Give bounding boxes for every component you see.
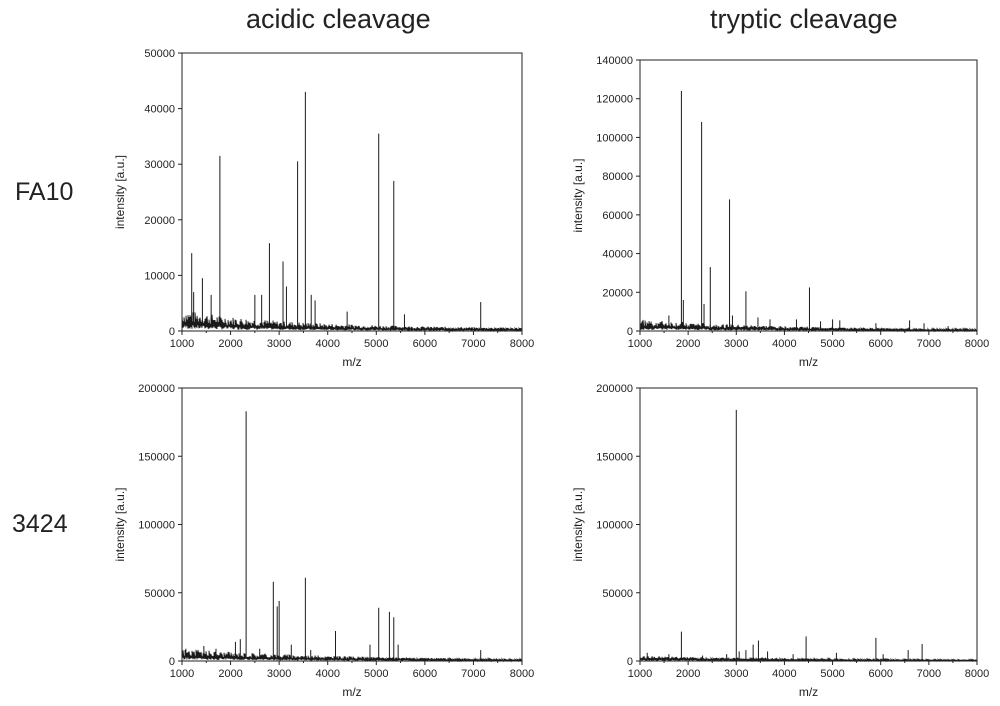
y-tick-label: 100000 [596,132,633,144]
x-tick-label: 3000 [724,338,748,350]
x-tick-label: 6000 [868,668,892,680]
plot-frame [181,52,523,332]
y-tick-label: 120000 [596,94,633,106]
y-tick-label: 50000 [144,588,175,600]
x-tick-label: 5000 [364,338,388,350]
y-tick-label: 20000 [144,215,175,227]
chart-3424-acidic: 1000 2000 3000 4000 5000 6000 7000 8000 0 50000 10… [113,383,534,699]
chart-fa10-tryptic: 1000 2000 3000 4000 5000 6000 7000 800002000040… [571,55,989,369]
y-tick-label: 0 [169,656,175,668]
y-tick-label: 0 [169,326,175,338]
y-tick-label: 60000 [602,210,633,222]
y-tick-label: 10000 [144,270,175,282]
x-tick-label: 2000 [676,338,700,350]
x-tick-label: 1000 [170,668,194,680]
x-tick-label: 6000 [868,338,892,350]
row-label-fa10: FA10 [15,178,74,206]
x-tick-label: 2000 [218,668,242,680]
y-axis-label: intensity [a.u.] [571,158,585,232]
x-axis-label: m/z [342,685,361,699]
x-tick-label: 7000 [461,338,485,350]
x-tick-label: 2000 [218,338,242,350]
plot-frame [181,387,523,662]
row-label-3424: 3424 [12,510,68,538]
x-tick-label: 8000 [965,668,989,680]
baseline-trace [639,319,978,333]
x-tick-label: 3000 [724,668,748,680]
x-tick-label: 8000 [510,338,534,350]
x-tick-label: 4000 [315,668,339,680]
x-tick-label: 8000 [510,668,534,680]
y-tick-label: 0 [627,656,633,668]
x-tick-label: 4000 [772,668,796,680]
chart-fa10-acidic: 1000 2000 3000 4000 5000 6000 7000 8000 0 10000 20… [113,48,534,369]
x-tick-label: 7000 [461,668,485,680]
y-tick-label: 140000 [596,55,633,67]
baseline-trace [639,656,978,663]
baseline-trace [181,312,523,333]
x-axis-label: m/z [799,685,818,699]
x-tick-label: 1000 [170,338,194,350]
x-axis-label: m/z [342,355,361,369]
chart-3424-tryptic: 1000 2000 3000 4000 5000 6000 7000 8000 0 50000 10… [571,383,989,699]
baseline-trace [181,649,523,663]
x-tick-label: 6000 [413,668,437,680]
x-tick-label: 8000 [965,338,989,350]
y-tick-label: 150000 [138,451,175,463]
x-tick-label: 1000 [628,338,652,350]
y-tick-label: 30000 [144,159,175,171]
y-axis-label: intensity [a.u.] [113,487,127,561]
plot-frame [639,387,978,662]
y-tick-label: 200000 [596,383,633,395]
y-tick-label: 0 [627,326,633,338]
x-tick-label: 5000 [820,668,844,680]
x-tick-label: 4000 [315,338,339,350]
y-axis-label: intensity [a.u.] [571,487,585,561]
x-tick-label: 5000 [364,668,388,680]
x-tick-label: 7000 [917,338,941,350]
x-tick-label: 6000 [413,338,437,350]
x-tick-label: 3000 [267,338,291,350]
x-tick-label: 5000 [820,338,844,350]
y-axis-label: intensity [a.u.] [113,155,127,229]
y-tick-label: 100000 [596,520,633,532]
y-tick-label: 150000 [596,451,633,463]
y-tick-label: 40000 [144,104,175,116]
y-tick-label: 20000 [602,287,633,299]
y-tick-label: 50000 [602,588,633,600]
y-tick-label: 50000 [144,48,175,60]
y-tick-label: 80000 [602,171,633,183]
x-tick-label: 3000 [267,668,291,680]
y-tick-label: 100000 [138,520,175,532]
x-tick-label: 1000 [628,668,652,680]
x-tick-label: 7000 [917,668,941,680]
column-title-acidic: acidic cleavage [246,4,431,34]
y-tick-label: 200000 [138,383,175,395]
y-tick-label: 40000 [602,249,633,261]
x-axis-label: m/z [799,355,818,369]
x-tick-label: 4000 [772,338,796,350]
x-tick-label: 2000 [676,668,700,680]
plot-frame [639,59,978,332]
column-title-tryptic: tryptic cleavage [710,4,898,34]
